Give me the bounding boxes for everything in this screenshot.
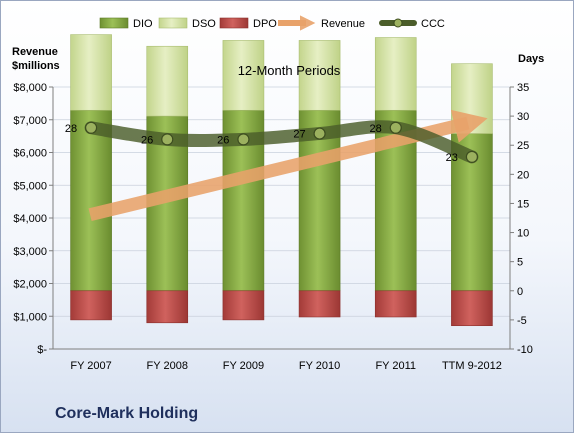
bar-dso xyxy=(222,40,265,111)
bar-dio xyxy=(70,109,112,292)
left-tick-label: $8,000 xyxy=(13,82,47,94)
bar-dpo xyxy=(222,290,265,321)
right-axis-label: Days xyxy=(518,53,544,65)
bar-dso xyxy=(374,37,417,111)
bar-dpo xyxy=(146,290,189,324)
left-tick-label: $1,000 xyxy=(13,311,47,323)
bar-dso xyxy=(146,45,189,117)
x-tick-label: TTM 9-2012 xyxy=(442,360,502,372)
left-tick-label: $4,000 xyxy=(13,213,47,225)
right-tick-label: 15 xyxy=(517,198,529,210)
left-tick-label: $5,000 xyxy=(13,180,47,192)
right-tick-label: -10 xyxy=(517,344,533,356)
legend-swatch-dio xyxy=(99,17,129,29)
ccc-point xyxy=(84,121,98,134)
right-tick-label: 5 xyxy=(517,257,523,269)
ccc-data-label: 26 xyxy=(217,134,229,146)
left-axis-label-line1: Revenue xyxy=(12,46,58,58)
ccc-point xyxy=(237,133,250,146)
x-tick-label: FY 2010 xyxy=(299,360,340,372)
legend-marker-ccc xyxy=(393,18,403,28)
ccc-point xyxy=(465,150,479,163)
left-tick-label: $- xyxy=(37,344,47,356)
ccc-point xyxy=(161,133,174,146)
ccc-data-label: 27 xyxy=(293,129,305,141)
line-series: 28 26 26 27 28 23 xyxy=(65,109,488,222)
legend-swatch-dso xyxy=(158,17,188,29)
legend-swatch-dpo xyxy=(219,17,249,29)
ccc-point xyxy=(389,121,402,134)
legend-label-dso: DSO xyxy=(192,18,216,30)
bar-dpo xyxy=(451,290,493,327)
x-tick-label: FY 2009 xyxy=(223,360,264,372)
right-tick-label: 25 xyxy=(517,140,529,152)
legend-label-dio: DIO xyxy=(133,18,153,30)
bar-dpo xyxy=(374,290,417,318)
axes: $- $1,000 $2,000 $3,000 $4,000 $5,000 $6,000 $7… xyxy=(13,82,533,372)
legend-label-revenue: Revenue xyxy=(321,18,365,30)
ccc-data-label: 28 xyxy=(370,123,382,135)
ccc-data-label: 26 xyxy=(141,134,153,146)
left-tick-label: $3,000 xyxy=(13,246,47,258)
bar-dso xyxy=(298,40,341,111)
right-tick-label: -5 xyxy=(517,315,527,327)
legend-label-dpo: DPO xyxy=(253,18,277,30)
legend-label-ccc: CCC xyxy=(421,18,445,30)
ccc-data-label: 28 xyxy=(65,123,77,135)
bar-dso xyxy=(70,34,112,111)
bar-dpo xyxy=(298,290,341,318)
right-tick-label: 30 xyxy=(517,111,529,123)
left-tick-label: $6,000 xyxy=(13,148,47,160)
left-tick-label: $7,000 xyxy=(13,115,47,127)
ccc-point xyxy=(313,127,326,140)
company-title: Core-Mark Holding xyxy=(55,405,199,422)
right-tick-label: 20 xyxy=(517,169,529,181)
right-tick-label: 10 xyxy=(517,228,529,240)
legend: DIO DSO DPO Revenue CCC xyxy=(99,15,445,31)
bar-series xyxy=(70,34,493,327)
ccc-data-label: 23 xyxy=(446,152,458,164)
right-tick-label: 0 xyxy=(517,286,523,298)
left-axis-label-line2: $millions xyxy=(12,60,60,72)
x-tick-label: FY 2007 xyxy=(70,360,111,372)
left-tick-label: $2,000 xyxy=(13,279,47,291)
x-tick-label: FY 2011 xyxy=(375,360,416,372)
bar-dpo xyxy=(70,290,112,321)
chart-title: 12-Month Periods xyxy=(238,63,341,78)
right-tick-label: 35 xyxy=(517,82,529,94)
x-tick-label: FY 2008 xyxy=(147,360,188,372)
revenue-arrow xyxy=(88,109,488,222)
